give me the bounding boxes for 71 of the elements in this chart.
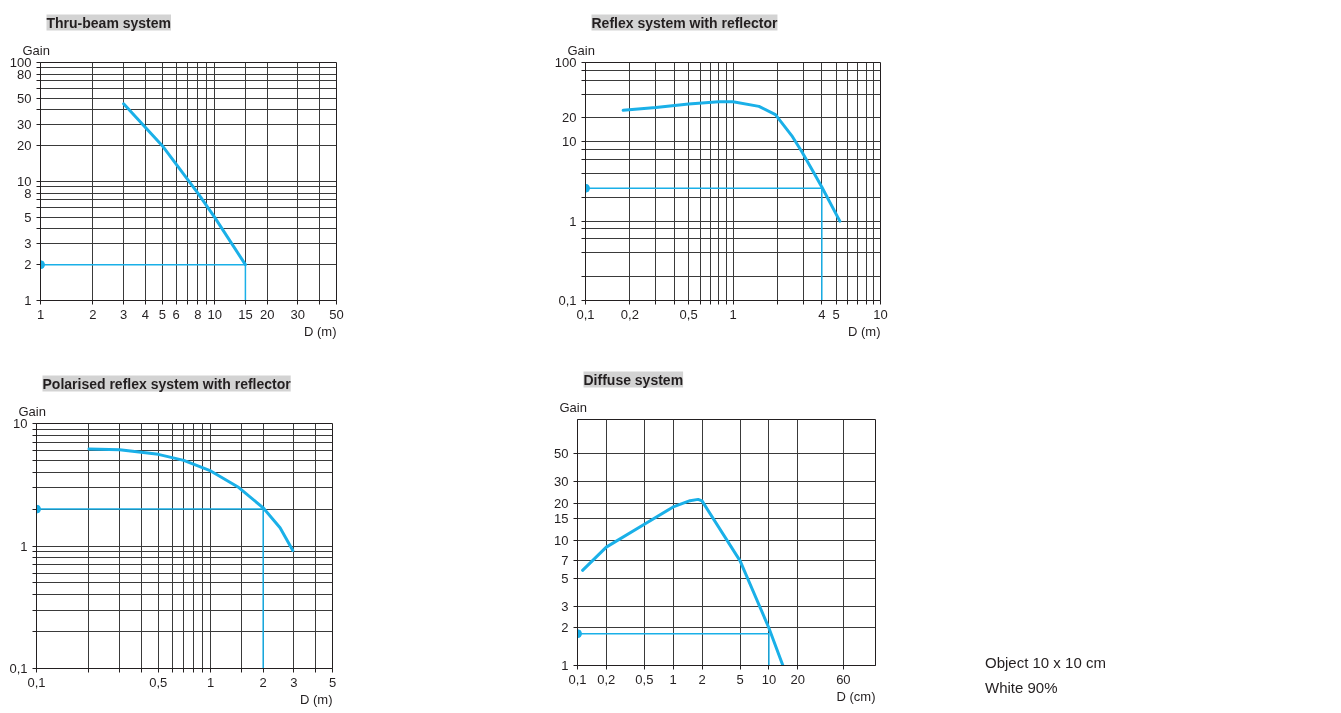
y-tick-label: 10 — [13, 416, 28, 431]
x-tick-label: 4 — [141, 306, 150, 322]
x-tick-label: 0,5 — [149, 674, 168, 690]
x-tick-label: 10 — [761, 671, 777, 687]
x-axis-title: D (m) — [848, 323, 881, 339]
y-tick-label: 3 — [561, 598, 569, 614]
y-tick-label: 100 — [554, 55, 577, 70]
x-tick-label: 1 — [36, 306, 45, 322]
y-tick-label: 1 — [20, 538, 28, 554]
x-tick-label: 50 — [329, 306, 344, 322]
y-axis-title: Gain — [567, 42, 595, 58]
y-tick-label: 1 — [24, 293, 32, 308]
y-tick-label: 10 — [562, 134, 577, 150]
y-axis-title: Gain — [22, 42, 50, 58]
x-tick-label: 1 — [669, 671, 677, 687]
x-tick-label: 3 — [290, 674, 298, 690]
x-tick-label: 0,2 — [620, 306, 639, 322]
x-tick-label: 2 — [89, 306, 97, 322]
x-axis-title: D (cm) — [836, 688, 876, 704]
y-tick-label: 1 — [561, 658, 569, 673]
y-tick-label: 50 — [554, 446, 569, 462]
x-tick-label: 5 — [736, 671, 744, 687]
y-tick-label: 5 — [24, 209, 32, 225]
y-axis-title: Gain — [18, 403, 46, 419]
x-axis-title: D (m) — [304, 323, 337, 339]
y-axis-title: Gain — [559, 399, 587, 415]
x-tick-label: 2 — [698, 671, 706, 687]
y-tick-label: 50 — [17, 90, 32, 106]
y-tick-label: 20 — [562, 110, 577, 126]
x-tick-label: 8 — [194, 306, 202, 322]
x-tick-label: 0,1 — [576, 306, 595, 322]
chart-title: Polarised reflex system with reflector — [42, 375, 292, 392]
x-tick-label: 30 — [290, 306, 306, 322]
x-axis-title: D (m) — [300, 691, 333, 707]
y-tick-label: 0,1 — [558, 293, 577, 308]
text: White 90% — [985, 678, 1059, 699]
x-tick-label: 5 — [328, 674, 337, 690]
y-tick-label: 1 — [569, 213, 577, 229]
x-tick-label: 20 — [259, 306, 275, 322]
text: Object 10 x 10 cm — [985, 653, 1106, 673]
y-tick-label: 5 — [561, 570, 569, 586]
y-tick-label: 3 — [24, 236, 32, 252]
x-tick-label: 15 — [238, 306, 253, 322]
y-tick-label: 2 — [24, 257, 32, 273]
x-tick-label: 4 — [818, 306, 826, 322]
chart-title: Thru-beam system — [46, 14, 171, 31]
x-tick-label: 0,5 — [679, 306, 698, 322]
x-tick-label: 2 — [259, 674, 267, 690]
y-tick-label: 2 — [561, 620, 569, 636]
x-tick-label: 3 — [120, 306, 128, 322]
y-tick-label: 15 — [554, 511, 569, 527]
x-tick-label: 6 — [172, 306, 180, 322]
x-tick-label: 1 — [207, 674, 215, 690]
x-tick-label: 20 — [790, 671, 805, 687]
x-tick-label: 0,2 — [597, 671, 616, 687]
y-tick-label: 7 — [561, 552, 569, 568]
x-tick-label: 10 — [207, 306, 222, 322]
y-tick-label: 30 — [17, 117, 32, 133]
y-tick-label: 20 — [554, 495, 569, 511]
x-tick-label: 1 — [729, 306, 737, 322]
x-tick-label: 0,5 — [635, 671, 654, 687]
x-tick-label: 5 — [832, 306, 840, 322]
x-tick-label: 60 — [836, 671, 851, 687]
chart-title: Diffuse system — [583, 371, 684, 388]
chart-title: Reflex system with reflector — [591, 14, 779, 31]
x-tick-label: 10 — [873, 306, 888, 322]
x-tick-label: 5 — [158, 306, 166, 322]
y-tick-label: 0,1 — [9, 661, 28, 676]
y-tick-label: 10 — [554, 533, 569, 549]
y-tick-label: 30 — [554, 473, 569, 489]
y-tick-label: 20 — [17, 138, 32, 154]
